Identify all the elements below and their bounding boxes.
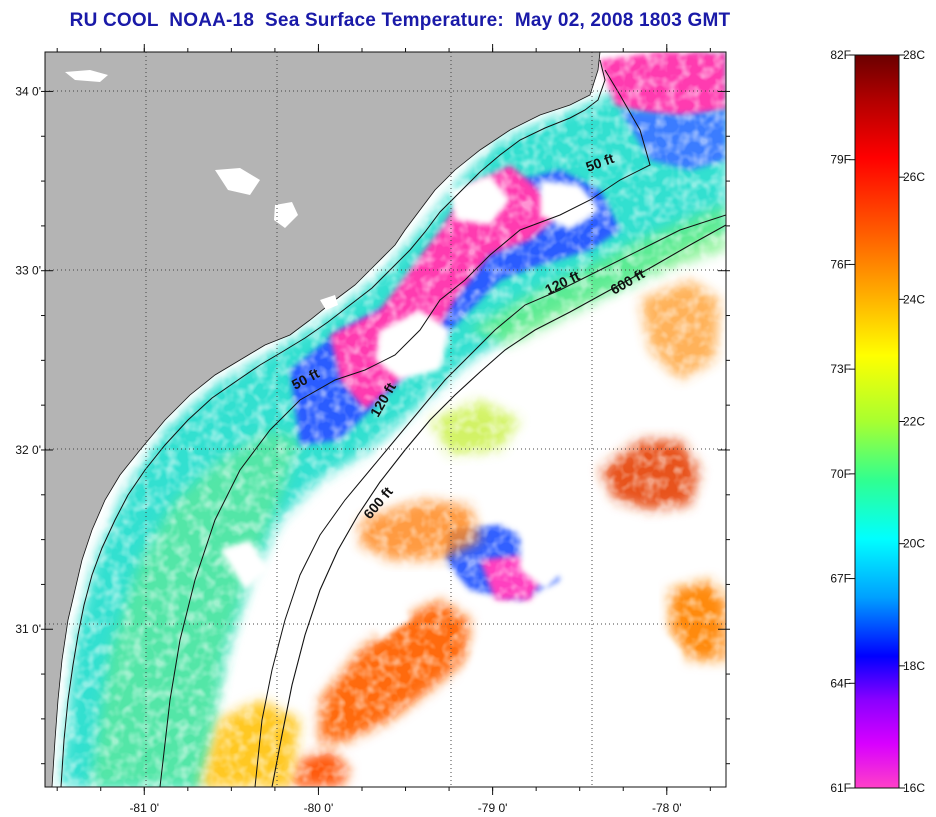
isobath-600ft [271,224,726,787]
lat-tick-label: 33 0' [15,264,41,278]
celsius-label: 16C [903,781,925,795]
minor-ticks [41,48,730,791]
latitude-axis: 34 0' 33 0' 32 0' 31 0' [15,84,726,636]
celsius-label: 22C [903,415,925,429]
celsius-label: 20C [903,537,925,551]
isobath-120ft [254,214,726,787]
graticule [45,52,726,787]
coastline [60,59,606,787]
fahrenheit-label: 70F [830,467,851,481]
celsius-label: 18C [903,659,925,673]
celsius-labels: 28C 26C 24C 22C 20C 18C 16C [899,48,925,795]
fahrenheit-label: 82F [830,48,851,62]
chart-title: RU COOL NOAA-18 Sea Surface Temperature:… [69,10,731,31]
lon-tick-label: -79 0' [478,801,508,815]
lat-tick-label: 32 0' [15,443,41,457]
fahrenheit-label: 67F [830,572,851,586]
fahrenheit-label: 64F [830,676,851,690]
celsius-label: 24C [903,292,925,306]
celsius-label: 28C [903,48,925,62]
lon-tick-label: -81 0' [129,801,159,815]
land-cloud-blobs [65,70,338,310]
celsius-label: 26C [903,170,925,184]
fahrenheit-label: 61F [830,781,851,795]
map-plot-area [45,52,726,787]
lat-tick-label: 31 0' [15,622,41,636]
fahrenheit-label: 79F [830,153,851,167]
plot-frame [44,51,727,788]
fahrenheit-label: 76F [830,257,851,271]
lon-tick-label: -78 0' [652,801,682,815]
color-scale-gradient [854,54,900,789]
isobath-50ft [159,69,651,787]
lon-tick-label: -80 0' [304,801,334,815]
fahrenheit-labels: 82F 79F 76F 73F 70F 67F 64F 61F [830,48,855,795]
lat-tick-label: 34 0' [15,84,41,98]
fahrenheit-label: 73F [830,362,851,376]
